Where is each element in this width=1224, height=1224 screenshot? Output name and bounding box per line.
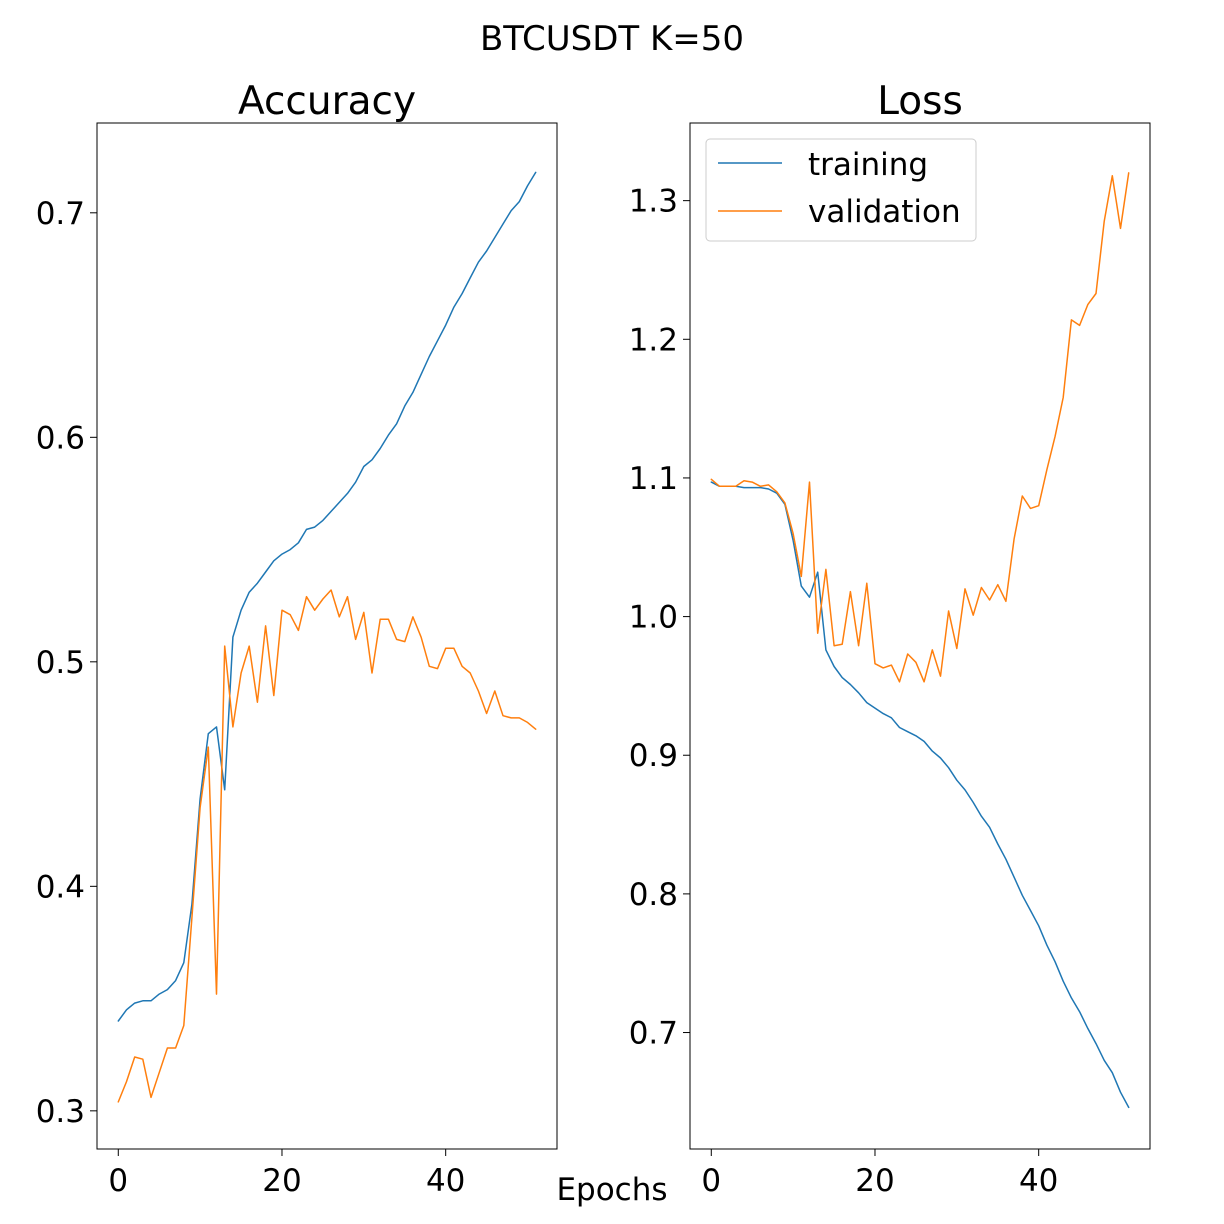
loss-ytick-label: 1.0 [629,600,678,636]
accuracy-xtick-label: 20 [262,1163,301,1199]
accuracy-xtick-label: 0 [108,1163,128,1199]
loss-ticks: 0 20 40 0.7 0.8 0.9 1.0 1.1 1.2 1.3 [629,184,1059,1199]
accuracy-plot-frame [96,122,558,1150]
accuracy-ytick-label: 0.7 [36,196,85,232]
loss-xtick-label: 40 [1019,1163,1058,1199]
loss-ytick-label: 0.8 [629,877,678,913]
legend-label-training: training [808,147,928,183]
accuracy-ytick-label: 0.3 [36,1094,85,1130]
loss-title: Loss [877,79,963,124]
loss-ytick-label: 1.2 [629,322,678,358]
loss-plot-frame [689,122,1151,1150]
loss-ytick-label: 0.7 [629,1016,678,1052]
legend-box [705,138,977,242]
accuracy-ytick-label: 0.5 [36,645,85,681]
accuracy-ytick-label: 0.4 [36,869,85,905]
accuracy-subplot: Accuracy 0 20 40 0.3 0.4 0.5 0.6 0.7 [36,79,558,1199]
legend-label-validation: validation [808,194,961,230]
loss-lines [710,172,1130,1109]
accuracy-training-line [117,171,537,1022]
loss-ytick-label: 0.9 [629,738,678,774]
legend: training validation [705,138,977,242]
accuracy-title: Accuracy [238,79,416,124]
loss-validation-line [710,172,1130,683]
shared-xlabel: Epochs [556,1172,667,1208]
loss-ytick-label: 1.1 [629,461,678,497]
accuracy-ytick-label: 0.6 [36,420,85,456]
loss-training-line [710,481,1130,1109]
accuracy-ticks: 0 20 40 0.3 0.4 0.5 0.6 0.7 [36,196,466,1199]
accuracy-validation-line [117,589,537,1103]
loss-subplot: Loss 0 20 40 0.7 0.8 0.9 1.0 1.1 1.2 1.3 training… [629,79,1151,1199]
loss-xtick-label: 20 [855,1163,894,1199]
figure-suptitle: BTCUSDT K=50 [480,19,744,59]
loss-xtick-label: 0 [701,1163,721,1199]
loss-ytick-label: 1.3 [629,184,678,220]
accuracy-lines [117,171,537,1103]
accuracy-xtick-label: 40 [426,1163,465,1199]
